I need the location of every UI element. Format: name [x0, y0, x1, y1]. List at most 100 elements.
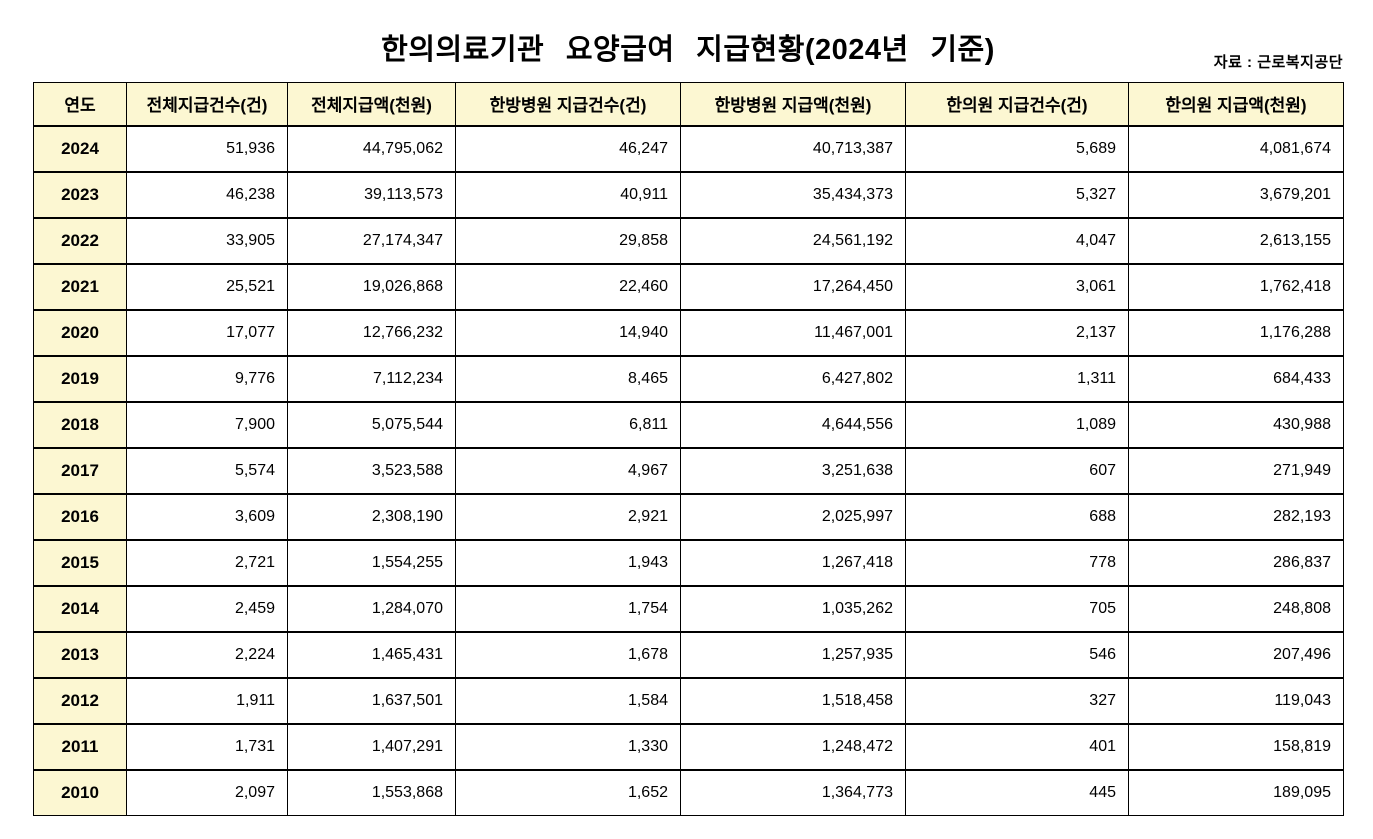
data-cell: 1,035,262	[680, 585, 906, 633]
data-cell: 17,264,450	[680, 263, 906, 311]
table-row: 2014 2,459 1,284,070 1,754 1,035,262 705 248,8…	[33, 585, 1344, 633]
column-header: 한방병원 지급액(천원)	[680, 82, 906, 127]
data-cell: 51,936	[126, 125, 288, 173]
data-cell: 3,679,201	[1128, 171, 1344, 219]
data-cell: 4,967	[455, 447, 681, 495]
data-cell: 248,808	[1128, 585, 1344, 633]
data-cell: 1,267,418	[680, 539, 906, 587]
data-cell: 14,940	[455, 309, 681, 357]
year-cell: 2022	[33, 217, 127, 265]
data-cell: 546	[905, 631, 1129, 679]
data-cell: 189,095	[1128, 769, 1344, 816]
data-cell: 705	[905, 585, 1129, 633]
year-cell: 2020	[33, 309, 127, 357]
data-cell: 1,754	[455, 585, 681, 633]
table-row: 2012 1,911 1,637,501 1,584 1,518,458 327 119,0…	[33, 677, 1344, 725]
data-cell: 1,678	[455, 631, 681, 679]
year-cell: 2014	[33, 585, 127, 633]
data-cell: 778	[905, 539, 1129, 587]
data-cell: 3,609	[126, 493, 288, 541]
table-row: 2021 25,521 19,026,868 22,460 17,264,450 3,06…	[33, 263, 1344, 311]
data-cell: 1,407,291	[287, 723, 456, 771]
column-header: 한방병원 지급건수(건)	[455, 82, 681, 127]
data-cell: 44,795,062	[287, 125, 456, 173]
column-header: 연도	[33, 82, 127, 127]
data-cell: 158,819	[1128, 723, 1344, 771]
data-cell: 1,089	[905, 401, 1129, 449]
year-cell: 2013	[33, 631, 127, 679]
data-cell: 286,837	[1128, 539, 1344, 587]
table-row: 2016 3,609 2,308,190 2,921 2,025,997 688 282,1…	[33, 493, 1344, 541]
data-cell: 1,584	[455, 677, 681, 725]
table-row: 2022 33,905 27,174,347 29,858 24,561,192 4,04…	[33, 217, 1344, 265]
table-row: 2023 46,238 39,113,573 40,911 35,434,373 5,32…	[33, 171, 1344, 219]
data-cell: 4,081,674	[1128, 125, 1344, 173]
data-cell: 1,284,070	[287, 585, 456, 633]
page-header: 한의의료기관 요양급여 지급현황(2024년 기준) 자료 : 근로복지공단	[33, 18, 1343, 76]
year-cell: 2010	[33, 769, 127, 816]
data-cell: 9,776	[126, 355, 288, 403]
table-row: 2013 2,224 1,465,431 1,678 1,257,935 546 207,4…	[33, 631, 1344, 679]
data-cell: 2,097	[126, 769, 288, 816]
data-cell: 688	[905, 493, 1129, 541]
data-cell: 46,238	[126, 171, 288, 219]
table-row: 2019 9,776 7,112,234 8,465 6,427,802 1,311 684…	[33, 355, 1344, 403]
page-title: 한의의료기관 요양급여 지급현황(2024년 기준)	[381, 34, 995, 66]
data-cell: 5,075,544	[287, 401, 456, 449]
data-cell: 29,858	[455, 217, 681, 265]
data-cell: 25,521	[126, 263, 288, 311]
data-cell: 1,911	[126, 677, 288, 725]
data-cell: 1,176,288	[1128, 309, 1344, 357]
data-cell: 430,988	[1128, 401, 1344, 449]
data-cell: 1,554,255	[287, 539, 456, 587]
data-cell: 119,043	[1128, 677, 1344, 725]
data-cell: 1,652	[455, 769, 681, 816]
data-cell: 3,523,588	[287, 447, 456, 495]
year-cell: 2021	[33, 263, 127, 311]
data-cell: 1,257,935	[680, 631, 906, 679]
data-cell: 2,137	[905, 309, 1129, 357]
data-cell: 2,721	[126, 539, 288, 587]
data-cell: 5,574	[126, 447, 288, 495]
data-cell: 1,330	[455, 723, 681, 771]
data-cell: 684,433	[1128, 355, 1344, 403]
data-cell: 3,061	[905, 263, 1129, 311]
table-header: 연도 전체지급건수(건) 전체지급액(천원) 한방병원 지급건수(건) 한방병원 지급액…	[33, 82, 1344, 127]
column-header: 한의원 지급액(천원)	[1128, 82, 1344, 127]
data-cell: 11,467,001	[680, 309, 906, 357]
table-header-row: 연도 전체지급건수(건) 전체지급액(천원) 한방병원 지급건수(건) 한방병원 지급액…	[33, 82, 1344, 127]
data-cell: 35,434,373	[680, 171, 906, 219]
data-cell: 27,174,347	[287, 217, 456, 265]
table-row: 2020 17,077 12,766,232 14,940 11,467,001 2,13…	[33, 309, 1344, 357]
data-cell: 12,766,232	[287, 309, 456, 357]
data-cell: 1,465,431	[287, 631, 456, 679]
data-cell: 17,077	[126, 309, 288, 357]
data-cell: 4,047	[905, 217, 1129, 265]
table-row: 2024 51,936 44,795,062 46,247 40,713,387 5,68…	[33, 125, 1344, 173]
payment-status-table: 연도 전체지급건수(건) 전체지급액(천원) 한방병원 지급건수(건) 한방병원 지급액…	[33, 82, 1344, 816]
data-cell: 6,811	[455, 401, 681, 449]
data-cell: 22,460	[455, 263, 681, 311]
data-cell: 40,911	[455, 171, 681, 219]
data-cell: 445	[905, 769, 1129, 816]
data-cell: 4,644,556	[680, 401, 906, 449]
data-cell: 3,251,638	[680, 447, 906, 495]
data-cell: 5,327	[905, 171, 1129, 219]
data-cell: 327	[905, 677, 1129, 725]
table-row: 2017 5,574 3,523,588 4,967 3,251,638 607 271,9…	[33, 447, 1344, 495]
table-row: 2010 2,097 1,553,868 1,652 1,364,773 445 189,0…	[33, 769, 1344, 816]
year-cell: 2024	[33, 125, 127, 173]
data-cell: 2,921	[455, 493, 681, 541]
data-cell: 8,465	[455, 355, 681, 403]
data-cell: 6,427,802	[680, 355, 906, 403]
data-cell: 1,637,501	[287, 677, 456, 725]
data-cell: 1,518,458	[680, 677, 906, 725]
year-cell: 2012	[33, 677, 127, 725]
data-cell: 607	[905, 447, 1129, 495]
table-row: 2018 7,900 5,075,544 6,811 4,644,556 1,089 430…	[33, 401, 1344, 449]
table-row: 2015 2,721 1,554,255 1,943 1,267,418 778 286,8…	[33, 539, 1344, 587]
data-cell: 5,689	[905, 125, 1129, 173]
year-cell: 2017	[33, 447, 127, 495]
data-cell: 1,364,773	[680, 769, 906, 816]
year-cell: 2019	[33, 355, 127, 403]
